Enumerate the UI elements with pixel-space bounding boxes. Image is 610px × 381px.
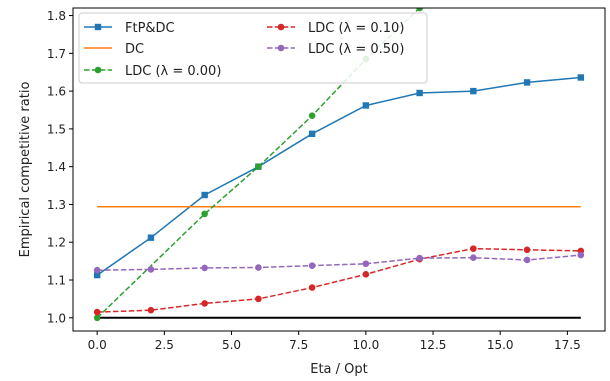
series-layer [93,8,585,322]
x-tick-label: 17.5 [554,338,581,352]
legend-marker-2 [94,66,102,74]
x-tick-label: 2.5 [155,338,174,352]
y-tick-label: 1.6 [47,85,66,99]
data-point [308,130,316,137]
data-point [147,266,155,273]
x-tick-label: 5.0 [222,338,241,352]
data-point [308,262,316,269]
data-point [201,191,208,199]
series-line-0 [96,76,581,276]
y-tick-label: 1.3 [47,198,66,212]
legend-marker-0 [94,23,102,31]
x-tick-label: 12.5 [420,338,447,352]
data-point [362,271,370,278]
axes: 0.0 2.5 5.0 7.5 10.0 12.5 15.0 17.5 1.0 1.1 1.2 1.3… [47,7,606,352]
legend-label-2: LDC (λ = 0.00) [125,64,221,79]
data-point [416,89,423,97]
data-point [93,314,101,322]
data-point [470,245,477,252]
data-point [201,300,208,307]
x-axis-label: Eta / Opt [310,362,368,377]
x-tick-label: 10.0 [353,338,380,352]
legend-label-0: FtP&DC [125,21,175,36]
data-point [416,254,423,262]
series-line-3 [97,247,581,313]
data-point [201,210,208,218]
y-tick-label: 1.5 [47,122,66,136]
data-point [577,251,585,259]
x-tick-label: 15.0 [487,338,514,352]
data-point [255,295,262,303]
data-point [416,8,423,12]
data-point [470,87,477,95]
y-tick-label: 1.2 [47,236,66,250]
y-tick-label: 1.4 [47,160,66,174]
data-point [577,74,585,81]
data-point [255,264,262,271]
y-tick-label: 1.1 [47,274,66,288]
y-tick-label: 1.0 [47,311,66,325]
data-point [147,306,155,314]
data-point [201,264,208,272]
y-tick-label: 1.8 [47,9,66,23]
legend: FtP&DC DC LDC (λ = 0.00) LDC (λ = 0.10) LDC … [78,12,428,84]
data-point [523,246,531,254]
legend-label-1: DC [125,42,144,57]
series-line-4 [97,254,581,271]
data-point [362,102,370,109]
x-tick-label: 7.5 [289,338,308,352]
legend-marker-4 [277,44,285,52]
legend-label-3: LDC (λ = 0.10) [308,21,404,36]
legend-marker-3 [277,23,285,31]
data-point [470,254,477,262]
data-point [523,256,531,264]
data-point [147,234,155,241]
data-point [93,271,101,279]
plot-frame [72,7,606,332]
data-point [362,260,370,268]
data-point [308,284,316,291]
data-point [93,266,101,274]
data-point [255,163,262,170]
legend-box [78,12,428,84]
x-tick-label: 0.0 [88,338,107,352]
data-point [308,112,316,119]
series-line-2 [96,8,421,319]
data-point [523,79,531,86]
y-tick-label: 1.7 [47,47,66,61]
y-axis-label: Empirical competitive ratio [18,82,33,258]
legend-label-4: LDC (λ = 0.50) [308,42,404,57]
data-point [93,308,101,316]
